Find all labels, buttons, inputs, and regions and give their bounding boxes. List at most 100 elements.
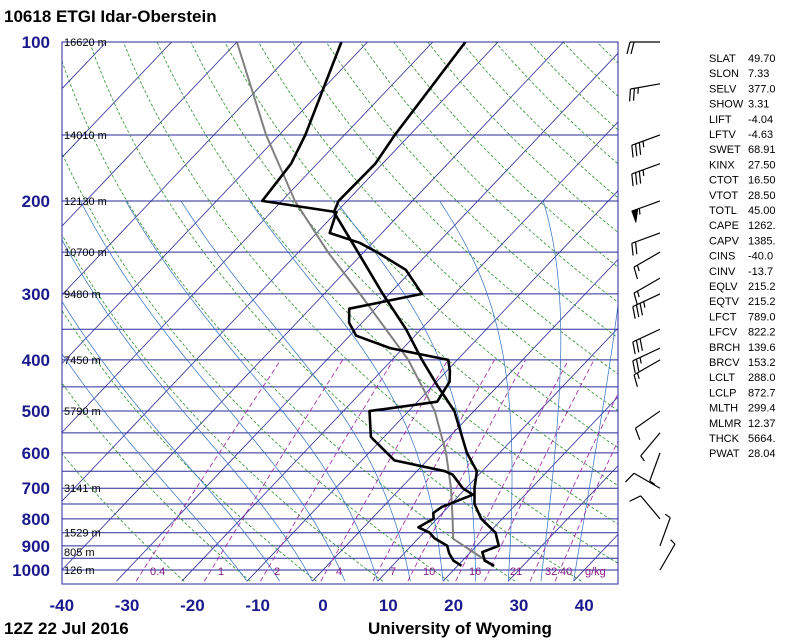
moist-adiabat-line <box>125 200 379 582</box>
wind-barb <box>633 251 661 280</box>
wind-barb <box>632 347 661 374</box>
index-key: CINV <box>709 266 736 278</box>
index-key: SELV <box>709 83 737 95</box>
height-label: 805 m <box>64 547 95 559</box>
height-label: 16620 m <box>64 37 107 49</box>
isotherm-line <box>62 42 564 571</box>
index-key: MLMR <box>709 418 741 430</box>
dry-adiabat-line <box>224 42 618 449</box>
index-value: 12.37 <box>748 418 776 430</box>
pressure-tick-label: 500 <box>22 402 50 421</box>
index-value: 377.0 <box>748 83 776 95</box>
mixing-ratio-label: 32 <box>545 566 557 578</box>
index-value: 28.50 <box>748 190 776 202</box>
wind-barb <box>633 359 661 387</box>
dry-adiabat-line <box>393 42 618 268</box>
height-label: 3141 m <box>64 483 101 495</box>
moist-adiabat-line <box>80 200 346 582</box>
index-value: 45.00 <box>748 205 776 217</box>
index-key: SHOW <box>709 99 744 111</box>
index-key: EQLV <box>709 281 738 293</box>
moist-adiabat-line <box>62 239 313 582</box>
wind-barb <box>632 328 661 355</box>
plot-frame <box>61 41 619 585</box>
mixing-ratio-label: 40 <box>560 566 572 578</box>
wind-barb <box>659 513 671 547</box>
wind-barb <box>631 134 661 158</box>
mixing-ratio-labels: 0.4 1 2 4 7 10 16 21 32 40 g/kg <box>150 566 606 578</box>
mixing-ratio-line <box>260 359 394 582</box>
mixing-ratio-line <box>203 359 344 582</box>
index-value: -4.63 <box>748 129 773 141</box>
index-value: 1262. <box>748 220 776 232</box>
isotherm-line <box>377 327 618 582</box>
index-value: 3.31 <box>748 99 769 111</box>
index-key: VTOT <box>709 190 738 202</box>
index-row: MLMR 12.37 <box>709 418 776 430</box>
index-row: LFTV -4.63 <box>709 129 773 141</box>
index-row: CAPE 1262. <box>709 220 776 232</box>
pressure-tick-label: 1000 <box>12 561 50 580</box>
index-value: 288.0 <box>748 372 776 384</box>
isotherm-line <box>246 190 618 582</box>
index-key: SWET <box>709 144 741 156</box>
mixing-ratio-label: 1 <box>218 566 224 578</box>
isotherm-line <box>0 42 41 581</box>
height-label: 9480 m <box>64 289 101 301</box>
temperature-tick-label: 20 <box>444 596 463 615</box>
isotherm-line <box>181 121 618 582</box>
mixing-ratio-line <box>135 359 282 582</box>
chart-title: 10618 ETGI Idar-Oberstein <box>4 7 217 26</box>
dry-adiabat-line <box>62 453 185 582</box>
wind-barb <box>634 410 661 441</box>
temperature-tick-label: -10 <box>245 596 270 615</box>
index-key: SLON <box>709 68 739 80</box>
pressure-tick-label: 700 <box>22 479 50 498</box>
index-value: 7.33 <box>748 68 769 80</box>
index-key: EQTV <box>709 296 740 308</box>
isotherm-line <box>62 42 172 158</box>
temperature-tick-label: -20 <box>180 596 205 615</box>
wind-barb <box>631 232 661 256</box>
wind-barb <box>632 293 661 319</box>
temperature-tick-label: 40 <box>575 596 594 615</box>
moist-adiabat-line <box>573 301 618 582</box>
index-key: TOTL <box>709 205 737 217</box>
index-key: CAPE <box>709 220 739 232</box>
moist-adiabat-line <box>439 200 513 582</box>
temperature-tick-label: -30 <box>115 596 140 615</box>
index-row: EQLV 215.2 <box>709 281 776 293</box>
temperature-tick-label: -40 <box>50 596 75 615</box>
index-key: LFCV <box>709 327 738 339</box>
index-row: SWET 68.91 <box>709 144 776 156</box>
index-row: BRCV 153.2 <box>709 357 776 369</box>
wind-barb <box>631 200 661 223</box>
index-key: LIFT <box>709 114 732 126</box>
index-row: CINS -40.0 <box>709 251 773 263</box>
index-row: SLAT 49.70 <box>709 53 776 65</box>
moist-adiabat-line <box>249 200 444 582</box>
moist-adiabat-line <box>180 200 411 582</box>
temperature-tick-label: 10 <box>379 596 398 615</box>
index-row: MLTH 299.4 <box>709 403 776 415</box>
mixing-ratio-label: 21 <box>510 566 522 578</box>
wind-barb <box>624 472 661 489</box>
pressure-tick-label: 800 <box>22 510 50 529</box>
height-label: 5790 m <box>64 406 101 418</box>
height-label: 1529 m <box>64 528 101 540</box>
index-key: LCLT <box>709 372 735 384</box>
index-key: LCLP <box>709 387 737 399</box>
isotherm-line <box>62 42 303 296</box>
mixing-ratio-label: 10 <box>423 566 435 578</box>
index-value: 822.2 <box>748 327 776 339</box>
index-value: 153.2 <box>748 357 776 369</box>
index-value: 872.7 <box>748 387 776 399</box>
index-value: 139.6 <box>748 342 776 354</box>
index-row: VTOT 28.50 <box>709 190 776 202</box>
isotherm-line <box>62 42 499 502</box>
dry-adiabat-line <box>89 42 582 582</box>
wind-barb <box>640 432 661 462</box>
index-key: BRCV <box>709 357 740 369</box>
height-label: 14010 m <box>64 130 107 142</box>
